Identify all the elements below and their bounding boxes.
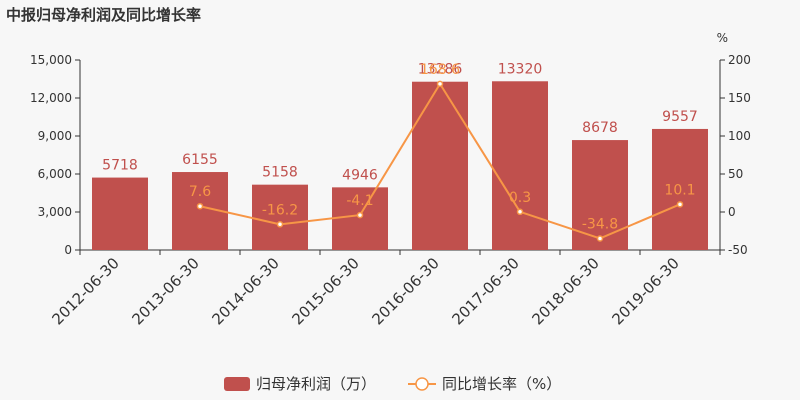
bar	[412, 81, 468, 250]
y-left-tick-label: 9,000	[38, 129, 72, 143]
bar-value-label: 13320	[498, 61, 543, 77]
growth-point	[516, 208, 524, 216]
growth-point	[276, 221, 284, 228]
growth-value-label: 168.6	[420, 62, 460, 78]
bar	[652, 128, 708, 250]
x-tick-label: 2019-06-30	[608, 254, 682, 328]
growth-value-label: 10.1	[664, 182, 695, 198]
growth-value-label: -16.2	[262, 202, 298, 218]
x-tick-label: 2015-06-30	[288, 254, 362, 328]
x-tick-label: 2013-06-30	[128, 254, 202, 328]
bar-value-label: 4946	[342, 167, 378, 183]
bar-value-label: 13286	[418, 62, 463, 78]
bar	[492, 81, 548, 250]
y-right-tick-label: 200	[728, 53, 751, 67]
legend-line-marker	[415, 377, 429, 391]
bar-value-label: 6155	[182, 152, 218, 168]
bar	[332, 187, 388, 250]
growth-point	[436, 80, 444, 88]
y-left-tick-label: 15,000	[30, 53, 72, 67]
growth-value-label: -34.8	[582, 216, 618, 232]
x-tick-label: 2018-06-30	[528, 254, 602, 328]
bar	[572, 140, 628, 250]
y-right-tick-label: 50	[728, 167, 743, 181]
y-left-tick-label: 0	[64, 243, 72, 257]
x-tick-label: 2012-06-30	[48, 254, 122, 328]
growth-point	[196, 202, 204, 210]
growth-point	[676, 201, 684, 208]
y-right-unit: %	[717, 31, 728, 45]
y-left-tick-label: 12,000	[30, 91, 72, 105]
x-tick-label: 2014-06-30	[208, 254, 282, 328]
growth-point	[356, 211, 364, 219]
y-right-tick-label: -50	[728, 243, 748, 257]
chart-title: 中报归母净利润及同比增长率	[6, 6, 202, 24]
bar	[92, 177, 148, 250]
y-right-tick-label: 150	[728, 91, 751, 105]
y-right-tick-label: 0	[728, 205, 736, 219]
y-left-tick-label: 3,000	[38, 205, 72, 219]
bar-value-label: 8678	[582, 120, 618, 136]
x-tick-label: 2016-06-30	[368, 254, 442, 328]
growth-value-label: -4.1	[346, 193, 373, 209]
growth-value-label: 7.6	[189, 184, 211, 200]
bar-value-label: 5158	[262, 165, 298, 181]
legend-line-label: 同比增长率（%）	[442, 375, 561, 393]
growth-value-label: 0.3	[509, 190, 531, 206]
bar-value-label: 9557	[662, 109, 698, 125]
x-tick-label: 2017-06-30	[448, 254, 522, 328]
y-right-tick-label: 100	[728, 129, 751, 143]
bar	[252, 184, 308, 250]
y-left-tick-label: 6,000	[38, 167, 72, 181]
legend-bar-swatch	[224, 377, 250, 391]
growth-point	[596, 235, 604, 242]
legend-bar-label: 归母净利润（万）	[256, 375, 376, 393]
bar-value-label: 5718	[102, 158, 138, 174]
